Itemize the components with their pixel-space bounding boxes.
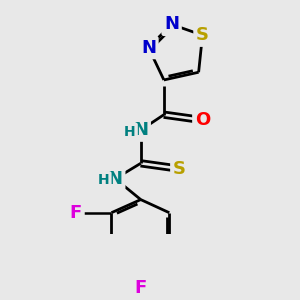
Text: H: H [98,173,109,187]
Text: F: F [135,279,147,297]
Text: N: N [108,170,123,188]
Text: F: F [70,204,82,222]
Text: N: N [164,15,179,33]
Text: O: O [195,111,210,129]
Text: N: N [133,121,148,139]
Text: S: S [173,160,186,178]
Text: H: H [124,125,136,139]
Text: S: S [196,26,209,44]
Text: N: N [141,38,156,56]
